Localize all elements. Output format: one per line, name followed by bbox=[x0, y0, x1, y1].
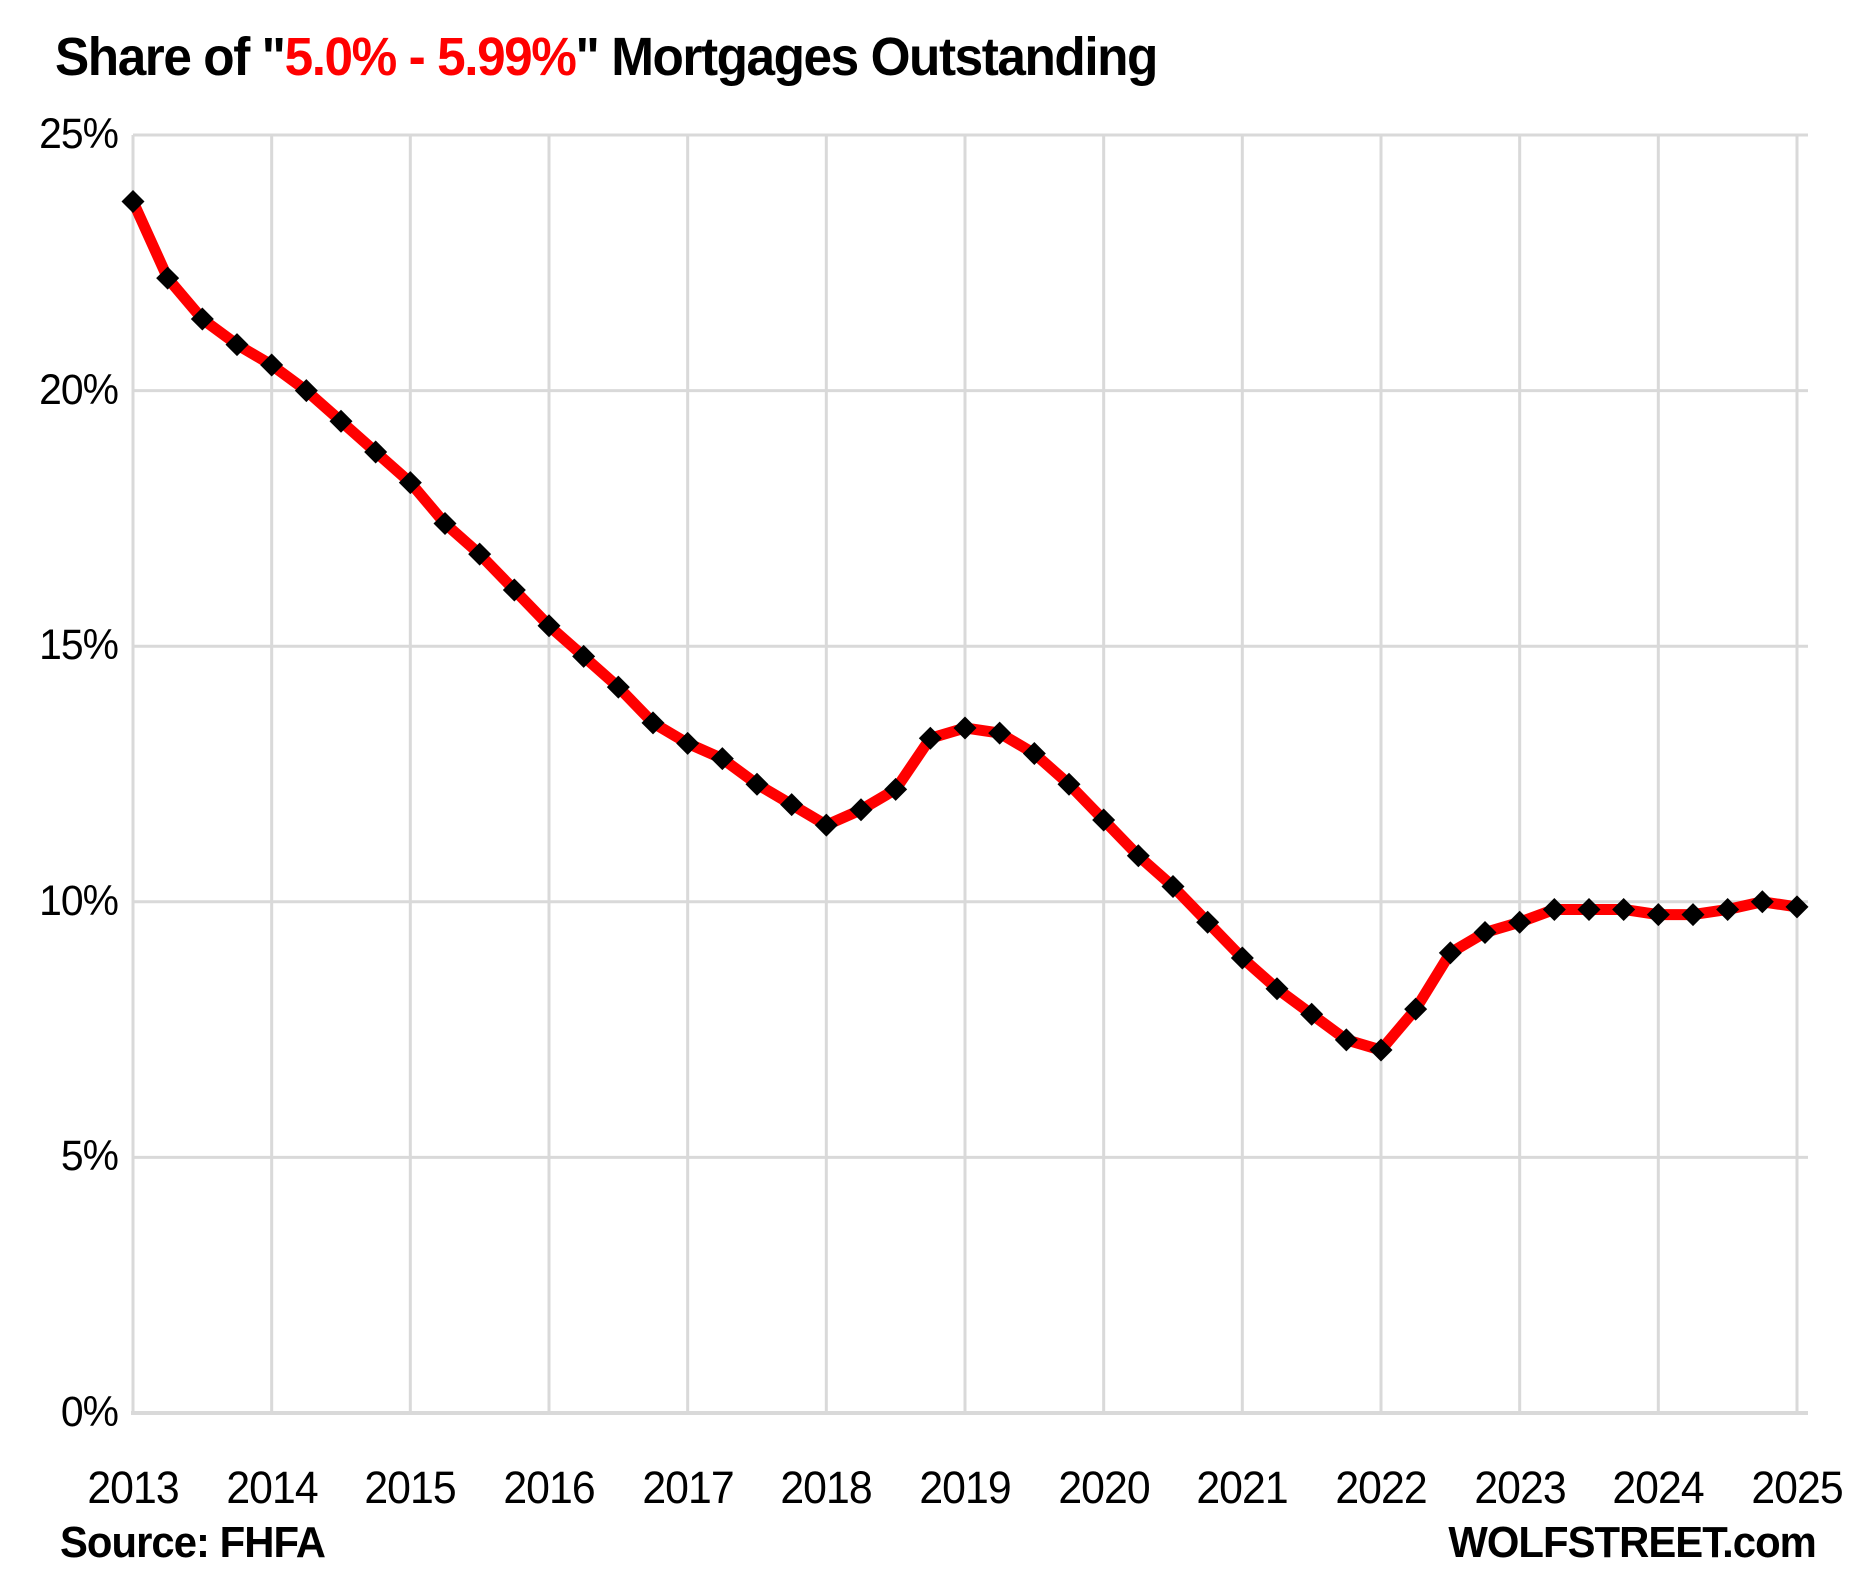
data-point-marker bbox=[1577, 897, 1601, 921]
data-point-marker bbox=[468, 542, 492, 566]
data-point-marker bbox=[814, 813, 838, 837]
y-tick-label: 10% bbox=[39, 876, 119, 925]
data-point-marker bbox=[1369, 1038, 1393, 1062]
data-point-marker bbox=[918, 726, 942, 750]
data-point-marker bbox=[1612, 897, 1636, 921]
data-point-marker bbox=[364, 440, 388, 464]
x-tick-label: 2016 bbox=[503, 1462, 595, 1513]
y-tick-label: 20% bbox=[39, 365, 119, 414]
data-point-marker bbox=[745, 772, 769, 796]
x-tick-label: 2018 bbox=[780, 1462, 873, 1513]
data-point-marker bbox=[1057, 772, 1081, 796]
y-tick-label: 25% bbox=[39, 110, 119, 158]
source-note: Source: FHFA bbox=[60, 1518, 326, 1567]
data-point-marker bbox=[953, 716, 977, 740]
data-point-marker bbox=[1750, 890, 1774, 914]
data-point-marker bbox=[1473, 920, 1497, 944]
x-tick-label: 2022 bbox=[1335, 1462, 1427, 1513]
data-point-marker bbox=[1646, 903, 1670, 927]
data-point-marker bbox=[156, 266, 180, 290]
x-tick-label: 2019 bbox=[919, 1462, 1011, 1513]
data-point-marker bbox=[1785, 895, 1809, 919]
data-point-marker bbox=[294, 379, 318, 403]
x-tick-label: 2017 bbox=[641, 1462, 734, 1513]
x-tick-label: 2025 bbox=[1751, 1462, 1843, 1513]
x-tick-label: 2020 bbox=[1057, 1462, 1150, 1513]
data-point-marker bbox=[398, 471, 422, 495]
y-tick-label: 15% bbox=[39, 621, 119, 670]
data-point-marker bbox=[1508, 910, 1532, 934]
data-point-marker bbox=[1022, 742, 1046, 766]
title-text-after: " Mortgages Outstanding bbox=[575, 27, 1158, 87]
data-point-marker bbox=[641, 711, 665, 735]
data-point-marker bbox=[502, 578, 526, 602]
data-point-marker bbox=[988, 721, 1012, 745]
data-point-marker bbox=[1716, 897, 1740, 921]
data-point-marker bbox=[780, 793, 804, 817]
x-tick-label: 2021 bbox=[1196, 1462, 1289, 1513]
brand-note: WOLFSTREET.com bbox=[1448, 1518, 1817, 1567]
data-point-marker bbox=[1196, 910, 1220, 934]
data-point-marker bbox=[433, 512, 457, 536]
data-point-marker bbox=[1300, 1002, 1324, 1026]
title-highlight: 5.0% - 5.99% bbox=[284, 27, 577, 87]
data-point-marker bbox=[710, 747, 734, 771]
data-point-marker bbox=[606, 675, 630, 699]
x-tick-label: 2014 bbox=[225, 1462, 318, 1513]
data-point-marker bbox=[1126, 844, 1150, 868]
data-point-marker bbox=[849, 798, 873, 822]
data-point-marker bbox=[1681, 903, 1705, 927]
data-point-marker bbox=[225, 333, 249, 357]
data-point-marker bbox=[1542, 897, 1566, 921]
data-point-marker bbox=[121, 189, 145, 213]
data-point-marker bbox=[537, 614, 561, 638]
data-point-marker bbox=[1265, 977, 1289, 1001]
y-tick-label: 5% bbox=[60, 1132, 119, 1181]
data-point-marker bbox=[1438, 941, 1462, 965]
title-text-before: Share of " bbox=[55, 27, 286, 87]
y-tick-label: 0% bbox=[60, 1388, 119, 1436]
x-tick-label: 2023 bbox=[1473, 1462, 1566, 1513]
data-point-marker bbox=[1161, 874, 1185, 898]
data-point-marker bbox=[260, 353, 284, 377]
x-tick-label: 2024 bbox=[1612, 1462, 1705, 1513]
data-point-marker bbox=[1404, 997, 1428, 1021]
data-point-marker bbox=[1334, 1028, 1358, 1052]
x-tick-label: 2013 bbox=[87, 1462, 179, 1513]
data-point-marker bbox=[1230, 946, 1254, 970]
data-point-marker bbox=[884, 777, 908, 801]
data-point-marker bbox=[1092, 808, 1116, 832]
data-point-marker bbox=[676, 731, 700, 755]
data-point-marker bbox=[572, 644, 596, 668]
chart-title: Share of "5.0% - 5.99%" Mortgages Outsta… bbox=[55, 26, 1158, 88]
data-point-marker bbox=[329, 409, 353, 433]
data-point-marker bbox=[190, 307, 214, 331]
x-tick-label: 2015 bbox=[364, 1462, 457, 1513]
